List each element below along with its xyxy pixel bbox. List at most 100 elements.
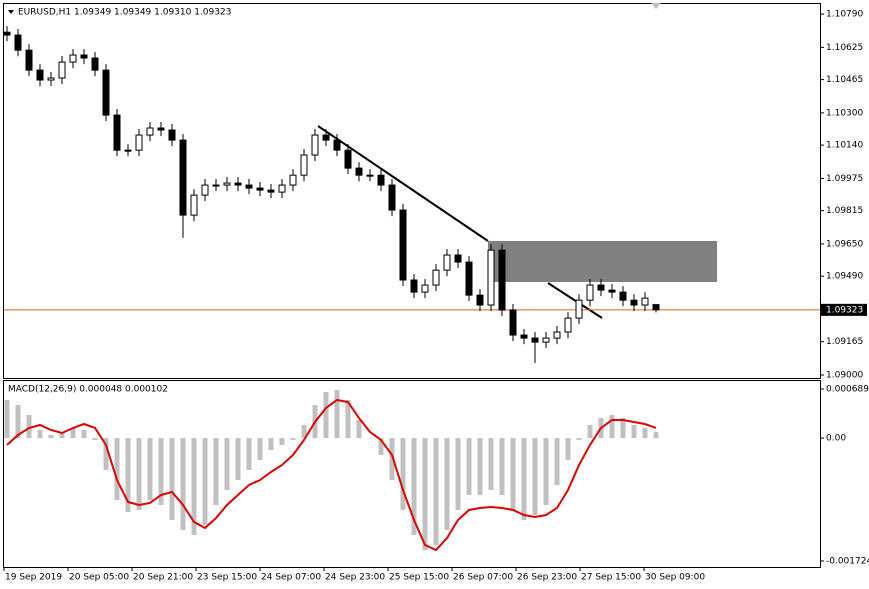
x-tick-label: 20 Sep 21:00 [133, 573, 193, 583]
macd-bar [180, 438, 186, 530]
macd-bar [81, 429, 87, 439]
y-tick-label: -0.001724 [826, 557, 869, 567]
x-tick-label: 24 Sep 23:00 [325, 573, 385, 583]
y-tick-label: 1.10140 [826, 141, 863, 151]
macd-bar [565, 438, 571, 460]
macd-bar [378, 438, 384, 456]
macd-bar [620, 418, 626, 439]
macd-bar [455, 438, 461, 510]
macd-bar [4, 399, 10, 439]
x-tick-label: 19 Sep 2019 [5, 573, 62, 583]
candle-body [531, 337, 539, 343]
macd-frame [3, 380, 821, 568]
candle-body [619, 291, 627, 301]
candle-body [300, 154, 308, 176]
macd-bar [521, 438, 527, 521]
macd-bar [543, 438, 549, 505]
candle-body [630, 299, 638, 306]
macd-bar [356, 420, 362, 439]
macd-bar [191, 438, 197, 535]
macd-bar [301, 424, 307, 439]
candle-body [377, 174, 385, 186]
x-tick-label: 26 Sep 23:00 [517, 573, 577, 583]
signal-line [6, 398, 657, 552]
candle-body [432, 269, 440, 286]
x-tick-label: 26 Sep 07:00 [453, 573, 513, 583]
macd-bar [290, 438, 296, 440]
x-tick-label: 30 Sep 09:00 [645, 573, 705, 583]
chart-title: EURUSD,H1 1.09349 1.09349 1.09310 1.0932… [18, 8, 231, 18]
candle-body [256, 187, 264, 191]
price-frame [3, 3, 821, 379]
macd-bar [125, 438, 131, 513]
candle-body [333, 139, 341, 151]
candle-body [36, 69, 44, 81]
macd-bar [609, 415, 615, 439]
candle-body [69, 54, 77, 63]
candle-body [223, 182, 231, 186]
y-tick-label: 1.09165 [826, 337, 863, 347]
x-tick-label: 25 Sep 15:00 [389, 573, 449, 583]
macd-bar [323, 391, 329, 439]
macd-bar [224, 438, 230, 491]
candle-body [190, 194, 198, 216]
candle-body [366, 174, 374, 177]
x-tick-label: 20 Sep 05:00 [69, 573, 129, 583]
macd-bar [92, 438, 98, 440]
candle-body [355, 167, 363, 176]
y-tick-label: 1.10625 [826, 43, 863, 53]
macd-bar [389, 438, 395, 481]
macd-bar [411, 438, 417, 535]
candle-body [14, 34, 22, 51]
candle-body [322, 134, 330, 141]
y-tick-label: 1.09490 [826, 272, 863, 282]
macd-bar [642, 427, 648, 439]
rectangle-object [488, 241, 717, 282]
macd-bar [26, 415, 32, 439]
candle-body [564, 317, 572, 333]
macd-bar [422, 438, 428, 551]
candle-body [234, 182, 242, 186]
x-tick-label: 23 Sep 15:00 [197, 573, 257, 583]
macd-bar [433, 438, 439, 546]
macd-bar [587, 424, 593, 439]
candle-body [608, 289, 616, 293]
candle-body [498, 249, 506, 311]
candle-body [168, 129, 176, 141]
macd-bar [103, 438, 109, 470]
candle-body [553, 331, 561, 339]
candle-body [245, 184, 253, 189]
candle-body [443, 254, 451, 271]
candle-body [586, 284, 594, 301]
macd-bar [235, 438, 241, 481]
macd-bar [158, 438, 164, 505]
macd-bar [477, 438, 483, 495]
candle-body [465, 261, 473, 296]
macd-bar [334, 389, 340, 439]
candle-body [267, 189, 275, 193]
candle-body [179, 139, 187, 216]
candle-body [201, 184, 209, 196]
macd-bar [499, 438, 505, 495]
x-tick-label: 27 Sep 15:00 [581, 573, 641, 583]
shift-marker [651, 3, 661, 9]
macd-bar [213, 438, 219, 505]
candle-body [289, 174, 297, 186]
candle-body [399, 209, 407, 281]
candle-body [135, 134, 143, 151]
y-tick-label: 1.09650 [826, 239, 863, 249]
macd-bar [554, 438, 560, 486]
y-tick-label: 1.10300 [826, 108, 863, 118]
candle-body [212, 184, 220, 187]
macd-bar [147, 438, 153, 500]
candle-body [91, 57, 99, 71]
macd-bar [246, 438, 252, 470]
macd-bar [400, 438, 406, 510]
candle-body [542, 337, 550, 343]
macd-bar [345, 399, 351, 439]
y-tick-label: 0.000689 [826, 385, 869, 395]
macd-bar [48, 434, 54, 439]
macd-bar [59, 431, 65, 439]
macd-bar [114, 438, 120, 500]
candle-body [102, 69, 110, 116]
